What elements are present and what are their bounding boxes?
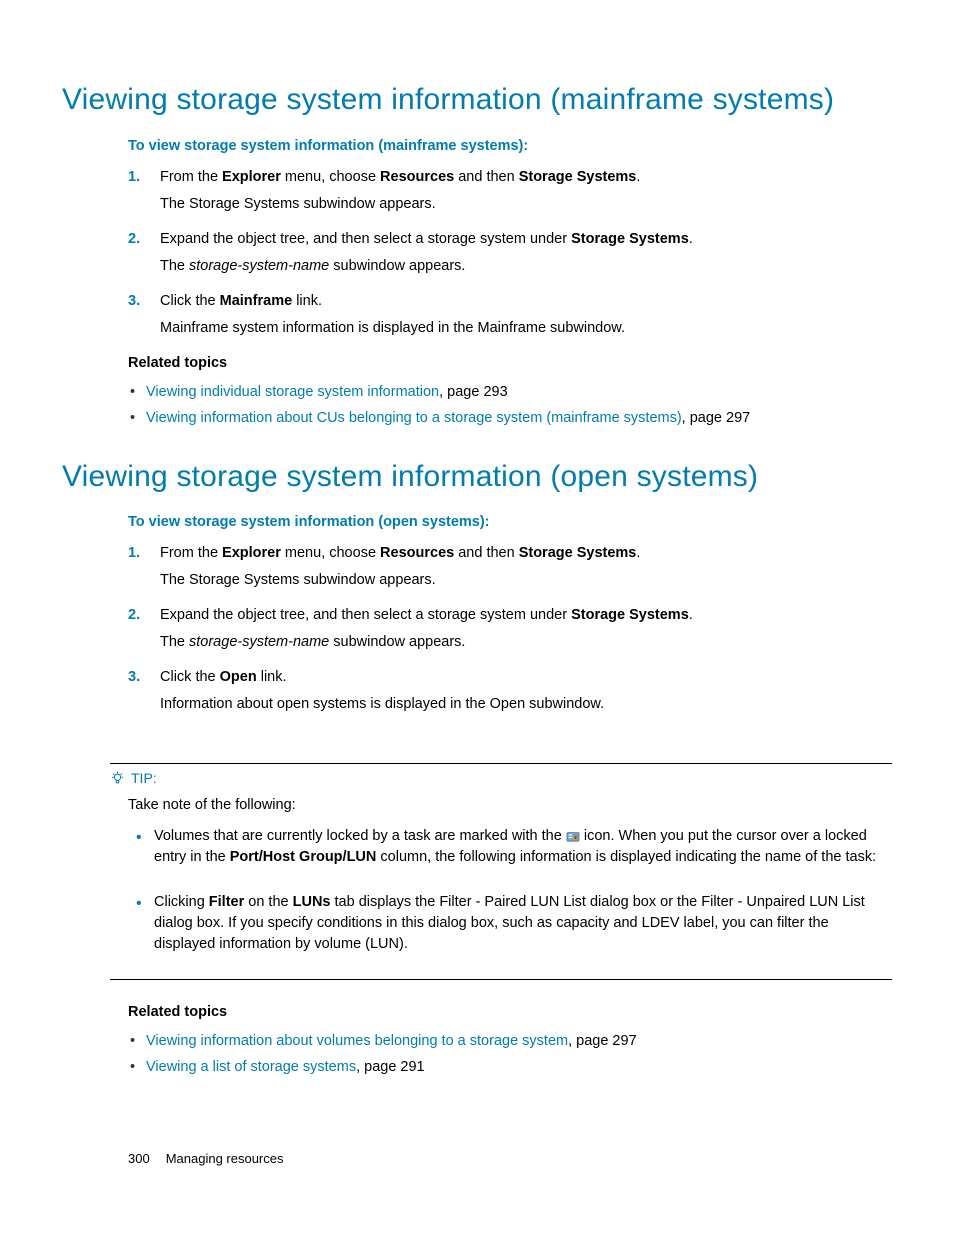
related-link[interactable]: Viewing information about CUs belonging … [146, 410, 682, 426]
step-sub: The storage-system-name subwindow appear… [160, 256, 892, 277]
tip-body: Take note of the following: Volumes that… [110, 795, 892, 955]
tip-rule-bottom [110, 979, 892, 980]
lock-icon [566, 830, 580, 842]
section2-related: Viewing information about volumes belong… [128, 1031, 892, 1078]
related-link[interactable]: Viewing individual storage system inform… [146, 384, 439, 400]
step-main: From the Explorer menu, choose Resources… [160, 167, 892, 188]
step: 2. Expand the object tree, and then sele… [128, 605, 892, 653]
step-main: From the Explorer menu, choose Resources… [160, 543, 892, 564]
section2-related-block: Related topics Viewing information about… [128, 1002, 892, 1078]
step-main: Expand the object tree, and then select … [160, 605, 892, 626]
related-link[interactable]: Viewing a list of storage systems [146, 1059, 356, 1075]
footer-section: Managing resources [166, 1151, 284, 1166]
related-link[interactable]: Viewing information about volumes belong… [146, 1033, 568, 1049]
step: 3. Click the Mainframe link. Mainframe s… [128, 291, 892, 339]
section2-lead: To view storage system information (open… [128, 512, 892, 533]
related-item: Viewing individual storage system inform… [128, 382, 892, 403]
related-item: Viewing information about CUs belonging … [128, 408, 892, 429]
section1-related: Viewing individual storage system inform… [128, 382, 892, 429]
step-sub: The storage-system-name subwindow appear… [160, 632, 892, 653]
tip-header: TIP: [110, 764, 892, 794]
section1-title: Viewing storage system information (main… [62, 78, 892, 122]
step: 2. Expand the object tree, and then sele… [128, 229, 892, 277]
related-heading: Related topics [128, 1002, 892, 1023]
section1-content: To view storage system information (main… [128, 136, 892, 429]
step-sub: Mainframe system information is displaye… [160, 318, 892, 339]
step-main: Expand the object tree, and then select … [160, 229, 892, 250]
page-number: 300 [128, 1151, 150, 1166]
section2-content: To view storage system information (open… [128, 512, 892, 715]
tip-item: Volumes that are currently locked by a t… [128, 826, 892, 868]
tip-item: Clicking Filter on the LUNs tab displays… [128, 892, 892, 955]
step-number: 1. [128, 543, 140, 564]
related-heading: Related topics [128, 353, 892, 374]
step: 3. Click the Open link. Information abou… [128, 667, 892, 715]
page-footer: 300 Managing resources [128, 1150, 284, 1169]
step-sub: The Storage Systems subwindow appears. [160, 570, 892, 591]
tip-note: Take note of the following: [128, 795, 892, 816]
related-item: Viewing information about volumes belong… [128, 1031, 892, 1052]
step-sub: The Storage Systems subwindow appears. [160, 194, 892, 215]
section1-steps: 1. From the Explorer menu, choose Resour… [128, 167, 892, 339]
section1-lead: To view storage system information (main… [128, 136, 892, 157]
tip-list: Volumes that are currently locked by a t… [128, 826, 892, 955]
tip-label: TIP: [131, 768, 157, 788]
step-main: Click the Mainframe link. [160, 291, 892, 312]
step-number: 2. [128, 229, 140, 250]
lightbulb-icon [110, 771, 125, 786]
step-number: 3. [128, 291, 140, 312]
step: 1. From the Explorer menu, choose Resour… [128, 167, 892, 215]
step-number: 3. [128, 667, 140, 688]
step-main: Click the Open link. [160, 667, 892, 688]
step-number: 2. [128, 605, 140, 626]
step-number: 1. [128, 167, 140, 188]
tip-region: TIP: Take note of the following: Volumes… [110, 763, 892, 979]
section2-title: Viewing storage system information (open… [62, 455, 892, 499]
related-item: Viewing a list of storage systems, page … [128, 1057, 892, 1078]
step-sub: Information about open systems is displa… [160, 694, 892, 715]
section2-steps: 1. From the Explorer menu, choose Resour… [128, 543, 892, 715]
step: 1. From the Explorer menu, choose Resour… [128, 543, 892, 591]
